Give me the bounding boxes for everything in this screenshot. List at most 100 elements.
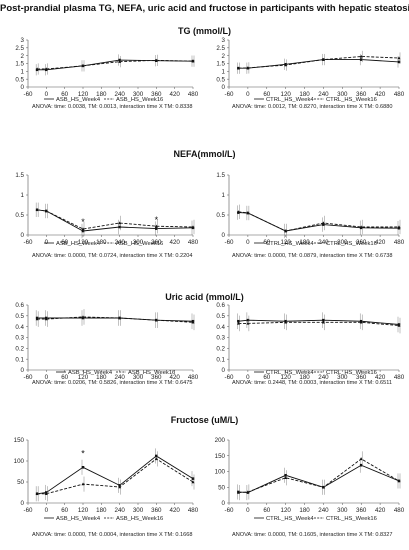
x-tick-label: 120 xyxy=(78,91,89,98)
y-tick-label: 0.2 xyxy=(15,346,24,353)
anova-text: ANOVA: time: 0.0000, TM: 0.0004, interac… xyxy=(32,532,193,538)
x-tick-label: 360 xyxy=(356,374,367,381)
legend-label: ASB_HS_Week16 xyxy=(128,370,175,376)
data-point xyxy=(397,60,401,64)
x-tick-label: 60 xyxy=(61,507,68,514)
y-tick-label: 0.4 xyxy=(15,324,24,331)
data-point xyxy=(246,211,250,215)
data-point xyxy=(44,317,48,321)
x-tick-label: 420 xyxy=(170,91,181,98)
y-tick-label: 0.4 xyxy=(216,324,225,331)
figure-title: Post-prandial plasma TG, NEFA, uric acid… xyxy=(0,3,409,14)
x-tick-label: 60 xyxy=(61,91,68,98)
y-tick-label: 100 xyxy=(215,469,226,476)
x-tick-label: 0 xyxy=(45,507,49,514)
x-tick-label: 480 xyxy=(188,374,199,381)
data-point xyxy=(44,492,48,495)
section-title-tg: TG (mmol/L) xyxy=(178,26,231,36)
series-line-1 xyxy=(37,59,194,70)
series-line-1 xyxy=(238,211,399,232)
x-tick-label: 300 xyxy=(337,91,348,98)
series-line-1 xyxy=(37,209,194,230)
data-point xyxy=(191,225,195,229)
chart-panel-2: 00.511.5-60 0 60 120 180 240 300 360 420 480* *ASB… xyxy=(15,172,198,247)
legend-label: CTRL_HS_Week4 xyxy=(266,370,314,376)
anova-text: ANOVA: time: 0.0000, TM: 0.1605, interac… xyxy=(232,532,393,538)
data-point xyxy=(284,63,288,67)
x-tick-label: 360 xyxy=(151,374,162,381)
x-tick-label: 0 xyxy=(45,374,49,381)
x-tick-label: 60 xyxy=(263,507,270,514)
data-point xyxy=(35,208,39,211)
data-point xyxy=(35,67,39,71)
x-tick-label: -60 xyxy=(24,507,34,514)
x-tick-label: 480 xyxy=(394,507,405,514)
x-tick-label: 480 xyxy=(394,374,405,381)
x-tick-label: 0 xyxy=(246,91,250,98)
x-tick-label: 240 xyxy=(115,239,126,246)
y-tick-label: 0.2 xyxy=(216,346,225,353)
data-point xyxy=(191,320,195,324)
y-tick-label: 3 xyxy=(21,37,25,44)
data-point xyxy=(191,59,195,63)
y-tick-label: 1 xyxy=(21,69,25,76)
x-tick-label: -60 xyxy=(225,91,235,98)
x-tick-label: 180 xyxy=(96,374,107,381)
x-tick-label: 0 xyxy=(246,507,250,514)
data-point xyxy=(35,492,39,495)
x-tick-label: 420 xyxy=(375,239,386,246)
y-tick-label: 0.3 xyxy=(15,335,24,342)
legend-label: ASB_HS_Week4 xyxy=(56,241,101,247)
x-tick-label: 60 xyxy=(61,239,68,246)
legend-label: ASB_HS_Week4 xyxy=(56,97,101,103)
x-tick-label: 240 xyxy=(318,239,329,246)
anova-text: ANOVA: time: 0.0000, TM: 0.0724, interac… xyxy=(32,253,193,259)
data-point xyxy=(246,66,250,70)
x-tick-label: 360 xyxy=(151,91,162,98)
x-tick-label: 180 xyxy=(96,507,107,514)
y-tick-label: 0 xyxy=(222,500,226,507)
data-point xyxy=(284,476,288,479)
x-tick-label: -60 xyxy=(24,91,34,98)
x-tick-label: 120 xyxy=(281,239,292,246)
x-tick-label: 480 xyxy=(188,239,199,246)
y-tick-label: 2.5 xyxy=(15,45,24,52)
data-point xyxy=(359,54,363,58)
x-tick-label: 300 xyxy=(337,374,348,381)
legend-label: ASB_HS_Week4 xyxy=(68,370,113,376)
significance-mark: * xyxy=(81,448,85,458)
y-tick-label: 100 xyxy=(14,458,25,465)
y-tick-label: 3 xyxy=(222,37,226,44)
data-point xyxy=(397,56,401,60)
x-tick-label: 360 xyxy=(151,507,162,514)
data-point xyxy=(154,224,158,228)
legend-label: ASB_HS_Week16 xyxy=(116,97,163,103)
y-tick-label: 0.5 xyxy=(216,212,225,219)
x-tick-label: 480 xyxy=(188,507,199,514)
data-point xyxy=(154,318,158,322)
y-tick-label: 1.5 xyxy=(216,61,225,68)
x-tick-label: 300 xyxy=(133,507,144,514)
y-tick-label: 0 xyxy=(222,232,226,239)
y-tick-label: 1.5 xyxy=(216,172,225,179)
data-point xyxy=(35,317,39,321)
legend-label: ASB_HS_Week16 xyxy=(116,241,163,247)
data-point xyxy=(118,484,121,487)
x-tick-label: 420 xyxy=(375,374,386,381)
y-tick-label: 50 xyxy=(218,484,225,491)
x-tick-label: 240 xyxy=(318,374,329,381)
x-tick-label: 180 xyxy=(96,239,107,246)
series-line-1 xyxy=(238,55,400,69)
x-tick-label: 420 xyxy=(375,91,386,98)
x-tick-label: -60 xyxy=(225,507,235,514)
section-title-nefa: NEFA(mmol/L) xyxy=(173,149,236,159)
section-title-uric-acid: Uric acid (mmol/L) xyxy=(165,292,244,302)
data-point xyxy=(321,221,325,225)
x-tick-label: -60 xyxy=(225,374,235,381)
y-tick-label: 0.1 xyxy=(15,356,24,363)
x-tick-label: 0 xyxy=(45,239,49,246)
data-point xyxy=(81,64,85,68)
data-point xyxy=(191,477,195,480)
data-point xyxy=(284,473,287,477)
